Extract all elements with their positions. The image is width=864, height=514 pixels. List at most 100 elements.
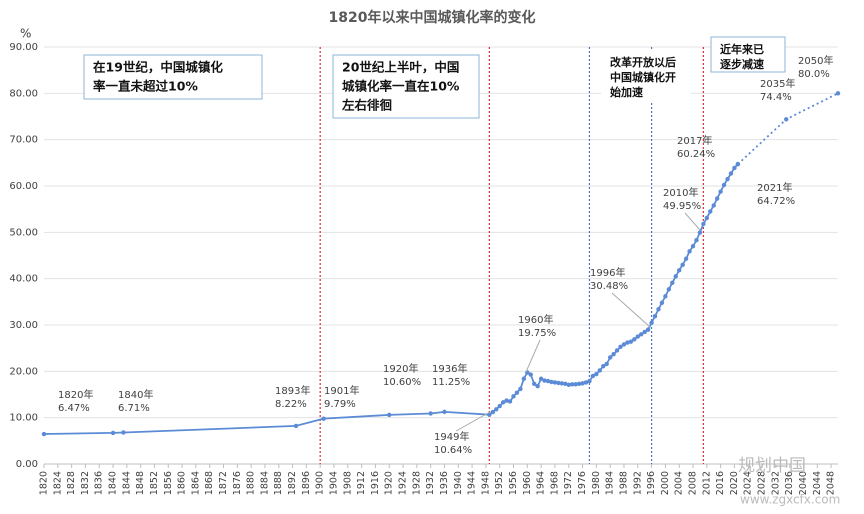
data-point bbox=[614, 348, 620, 353]
watermark: 规划中国 bbox=[738, 456, 806, 476]
x-tick-label: 1840 bbox=[108, 471, 119, 495]
data-point bbox=[632, 337, 637, 342]
data-point bbox=[611, 351, 616, 357]
data-label: 1820年 bbox=[58, 388, 93, 401]
chart-title: 1820年以来中国城镇化率的变化 bbox=[329, 9, 536, 26]
x-tick-label: 1832 bbox=[80, 471, 91, 495]
data-point bbox=[442, 409, 447, 415]
x-tick-label: 2040 bbox=[798, 471, 809, 495]
y-tick-label: 30.00 bbox=[9, 320, 38, 331]
data-point bbox=[835, 91, 841, 96]
data-point bbox=[587, 378, 592, 384]
data-point bbox=[511, 394, 516, 399]
data-label: 74.4% bbox=[760, 92, 792, 103]
data-point bbox=[714, 196, 720, 201]
data-point bbox=[542, 378, 547, 383]
data-point bbox=[552, 380, 558, 385]
data-label: 1840年 bbox=[118, 388, 153, 401]
annotation-box-text: 逐步减速 bbox=[720, 57, 764, 71]
x-tick-label: 1820 bbox=[39, 471, 50, 495]
data-point bbox=[656, 307, 661, 312]
y-tick-label: 50.00 bbox=[9, 227, 38, 238]
data-point bbox=[545, 378, 551, 384]
data-point bbox=[680, 262, 685, 267]
data-label: 2017年 bbox=[677, 134, 712, 147]
annotation-box-text: 近年来已 bbox=[720, 42, 764, 56]
x-tick-label: 1928 bbox=[411, 471, 422, 495]
data-point bbox=[701, 221, 706, 227]
data-label: 10.60% bbox=[383, 377, 421, 388]
data-point bbox=[559, 381, 565, 386]
x-tick-label: 2008 bbox=[688, 471, 699, 495]
data-label: 30.48% bbox=[590, 281, 628, 292]
data-point bbox=[293, 423, 299, 429]
data-point bbox=[387, 412, 392, 418]
data-label: 2010年 bbox=[663, 186, 698, 199]
y-tick-label: 0.00 bbox=[16, 459, 38, 470]
x-tick-label: 1912 bbox=[356, 471, 367, 495]
data-point bbox=[690, 244, 696, 249]
data-point bbox=[576, 381, 582, 387]
data-point bbox=[538, 376, 544, 381]
data-point bbox=[607, 355, 613, 360]
x-tick-label: 1932 bbox=[425, 471, 436, 495]
data-point bbox=[528, 372, 533, 377]
x-tick-label: 1984 bbox=[605, 471, 616, 495]
x-tick-label: 1864 bbox=[190, 471, 201, 495]
x-tick-label: 2016 bbox=[715, 471, 726, 495]
annotation-box bbox=[332, 54, 480, 119]
data-point bbox=[677, 268, 682, 273]
annotation-box-text: 在19世纪，中国城镇化 bbox=[93, 60, 223, 75]
data-label: 1949年 bbox=[434, 430, 469, 443]
data-point bbox=[683, 256, 689, 261]
data-point bbox=[535, 383, 540, 389]
data-point bbox=[725, 176, 730, 182]
y-tick-label: 60.00 bbox=[9, 181, 38, 192]
y-tick-label: 70.00 bbox=[9, 135, 38, 146]
x-tick-label: 1888 bbox=[273, 471, 284, 495]
x-tick-label: 1872 bbox=[218, 471, 229, 495]
data-label: 1996年 bbox=[590, 266, 625, 279]
data-point bbox=[41, 431, 47, 437]
x-tick-label: 1916 bbox=[370, 471, 381, 495]
x-tick-label: 1988 bbox=[618, 471, 629, 495]
x-tick-label: 1892 bbox=[287, 471, 298, 495]
x-tick-label: 1908 bbox=[342, 471, 353, 495]
data-point bbox=[494, 407, 499, 412]
data-point bbox=[594, 371, 599, 377]
x-tick-label: 1976 bbox=[577, 471, 588, 495]
data-point bbox=[618, 344, 623, 349]
data-point bbox=[500, 400, 506, 405]
data-point bbox=[670, 280, 675, 286]
data-point bbox=[121, 430, 126, 435]
data-point bbox=[728, 171, 734, 176]
x-tick-label: 1964 bbox=[536, 471, 547, 495]
x-tick-label: 1896 bbox=[301, 471, 312, 495]
data-label: 49.95% bbox=[663, 201, 701, 212]
data-point bbox=[601, 364, 606, 369]
annotation-box-text: 率一直未超过10% bbox=[93, 79, 198, 94]
x-tick-label: 1860 bbox=[177, 471, 188, 495]
y-tick-label: 90.00 bbox=[9, 42, 38, 53]
data-label: 19.75% bbox=[518, 328, 556, 339]
data-point bbox=[697, 230, 703, 235]
leader-line bbox=[455, 411, 491, 432]
data-label: 80.0% bbox=[798, 69, 830, 80]
data-point bbox=[635, 334, 640, 339]
data-label: 64.72% bbox=[757, 196, 795, 207]
x-tick-label: 1880 bbox=[246, 471, 257, 495]
data-label: 60.24% bbox=[677, 149, 715, 160]
data-point bbox=[583, 380, 589, 385]
annotation-box-text: 左右徘徊 bbox=[341, 98, 392, 113]
data-label: 2021年 bbox=[757, 181, 792, 194]
x-tick-label: 1904 bbox=[328, 471, 339, 495]
data-point bbox=[784, 117, 789, 122]
x-tick-label: 1960 bbox=[522, 471, 533, 495]
data-point bbox=[649, 320, 654, 325]
data-label: 11.25% bbox=[432, 377, 470, 388]
data-point bbox=[673, 274, 678, 279]
x-tick-label: 1824 bbox=[52, 471, 63, 495]
data-point bbox=[504, 398, 509, 403]
data-label: 1893年 bbox=[275, 384, 310, 397]
x-tick-label: 1852 bbox=[149, 471, 160, 495]
